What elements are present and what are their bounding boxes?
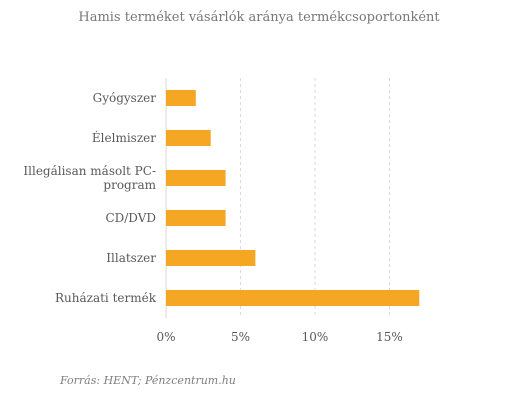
- bar-5: [166, 290, 420, 306]
- chart-title: Hamis terméket vásárlók aránya termékcso…: [78, 10, 440, 25]
- x-tick-label-5: 5%: [231, 330, 250, 344]
- bar-3: [166, 210, 226, 226]
- x-tick-label-0: 0%: [156, 330, 175, 344]
- category-label-2-line-0: Illegálisan másolt PC-: [23, 164, 156, 178]
- category-label-4: Illatszer: [106, 251, 156, 265]
- category-label-3: CD/DVD: [105, 211, 156, 225]
- bar-4: [166, 250, 256, 266]
- category-label-1: Élelmiszer: [92, 130, 156, 145]
- category-label-0: Gyógyszer: [93, 91, 157, 105]
- category-label-5: Ruházati termék: [55, 291, 157, 305]
- x-tick-label-15: 15%: [376, 330, 403, 344]
- source-note: Forrás: HENT; Pénzcentrum.hu: [60, 374, 236, 387]
- bar-2: [166, 170, 226, 186]
- x-tick-label-10: 10%: [302, 330, 329, 344]
- category-label-2-line-1: program: [103, 178, 156, 192]
- bar-1: [166, 130, 211, 146]
- bar-0: [166, 90, 196, 106]
